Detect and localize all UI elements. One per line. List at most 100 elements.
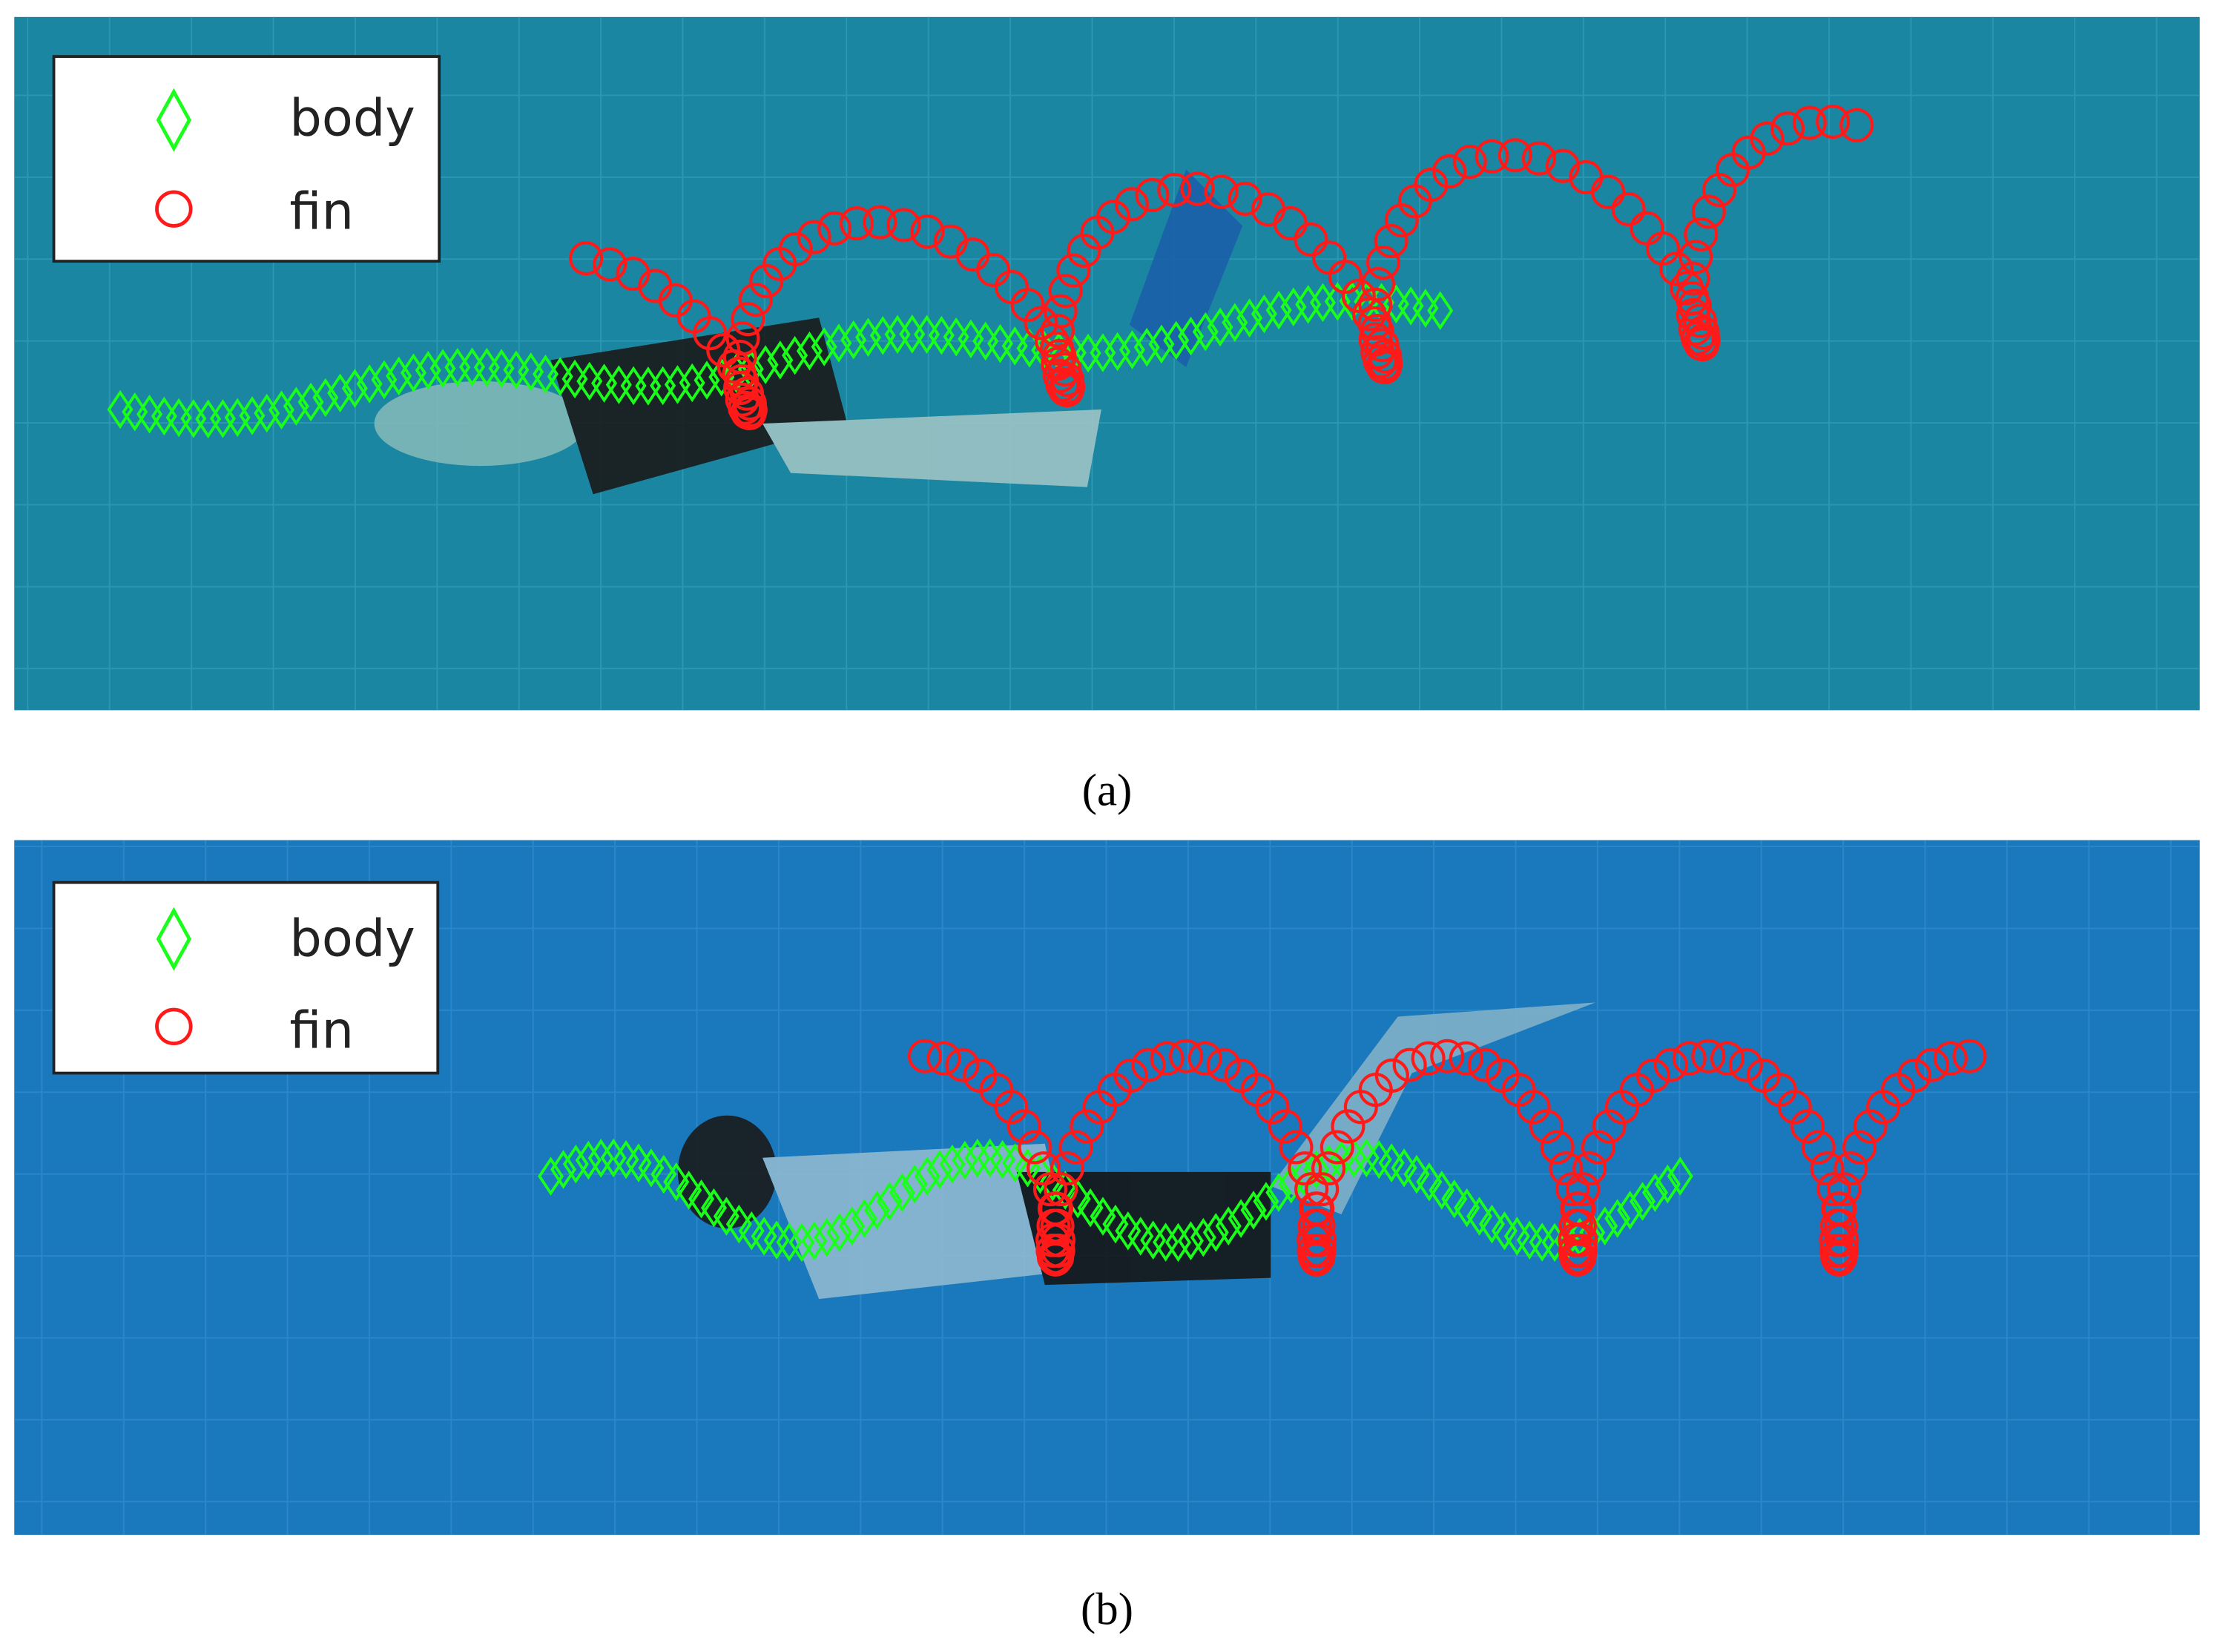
body-marker (1090, 1197, 1116, 1236)
fin-marker (1041, 346, 1075, 381)
fin-marker (1360, 335, 1395, 369)
fin-marker (1039, 331, 1075, 366)
body-marker (688, 1179, 715, 1219)
fin-marker (1150, 1041, 1185, 1076)
body-marker (587, 1139, 614, 1178)
fin-marker (1676, 297, 1710, 332)
fin-marker (1816, 1172, 1851, 1207)
fin-marker (1044, 1172, 1078, 1207)
body-marker (1102, 1204, 1129, 1244)
fin-marker (1043, 294, 1078, 329)
body-marker (638, 1148, 665, 1188)
body-marker (268, 390, 295, 430)
fin-marker (1341, 278, 1376, 313)
body-marker (1153, 1222, 1179, 1262)
body-marker (254, 393, 280, 433)
body-marker (1641, 1173, 1668, 1212)
fin-marker (749, 263, 784, 298)
fin-marker (1521, 141, 1556, 176)
body-marker (1251, 294, 1277, 334)
fin-marker (1555, 1172, 1590, 1207)
fin-marker (1010, 288, 1045, 323)
fin-marker (1449, 1041, 1483, 1076)
fin-marker (1635, 1058, 1671, 1093)
fin-marker (1467, 1047, 1502, 1082)
body-marker (811, 327, 837, 366)
body-marker (1654, 1164, 1681, 1204)
fin-marker (1566, 1172, 1601, 1207)
fin-marker (1914, 1047, 1949, 1082)
body-marker (1178, 316, 1205, 356)
fin-marker (1801, 1130, 1836, 1165)
body-marker (575, 1140, 602, 1180)
body-marker (1291, 1156, 1317, 1196)
fin-marker (1591, 174, 1626, 209)
body-marker (700, 1188, 728, 1228)
body-marker (327, 373, 354, 413)
fin-marker (1050, 1151, 1084, 1186)
body-marker (851, 1199, 878, 1238)
fin-marker (839, 206, 874, 241)
fin-marker (1032, 1172, 1067, 1207)
fin-marker (1516, 1090, 1551, 1125)
fin-marker (1529, 1109, 1564, 1144)
body-marker (538, 1156, 564, 1196)
fin-marker (725, 321, 760, 356)
body-marker (1177, 1221, 1204, 1260)
fin-marker (1728, 1047, 1763, 1082)
body-marker (663, 1162, 690, 1202)
fin-marker (1036, 1208, 1071, 1243)
fin-marker (1710, 1041, 1744, 1076)
body-marker (1604, 1199, 1631, 1238)
body-marker (1118, 330, 1145, 369)
body-marker (1202, 1213, 1229, 1252)
body-marker (1416, 1162, 1443, 1202)
fin-marker (1411, 1041, 1446, 1076)
fin-marker (1540, 1130, 1575, 1165)
fin-marker (1952, 1039, 1987, 1073)
body-marker (1280, 287, 1307, 327)
body-marker (840, 320, 867, 360)
fin-marker (1750, 121, 1785, 156)
body-marker (776, 1222, 803, 1262)
fin-marker (1853, 1109, 1888, 1144)
legend-marker-body (156, 88, 191, 152)
fin-marker (1675, 280, 1710, 316)
body-marker (752, 345, 779, 384)
body-marker (1429, 1171, 1455, 1210)
fin-marker (1414, 168, 1449, 203)
body-marker (801, 1221, 828, 1260)
body-marker (1592, 1206, 1618, 1246)
fin-marker (1452, 145, 1487, 180)
body-marker (814, 1217, 840, 1257)
fin-marker (1770, 111, 1805, 146)
fin-marker (1561, 1191, 1596, 1226)
body-marker (1207, 307, 1233, 347)
fin-marker (1187, 1041, 1222, 1076)
body-marker (1165, 1222, 1192, 1263)
fin-marker (1040, 313, 1075, 348)
trajectories (538, 1039, 1987, 1277)
fin-marker (863, 205, 897, 240)
fin-marker (1384, 203, 1419, 238)
fin-marker (1790, 1109, 1825, 1144)
body-marker (1667, 1156, 1693, 1196)
fin-marker (1300, 1191, 1335, 1226)
fin-marker (731, 302, 765, 337)
body-marker (1529, 1222, 1555, 1262)
body-marker (876, 1182, 903, 1221)
fin-marker (1070, 1109, 1104, 1144)
fin-marker (1206, 1047, 1241, 1082)
body-marker (1253, 1182, 1279, 1221)
fin-marker (797, 220, 831, 254)
fin-marker (1365, 349, 1400, 384)
body-marker (839, 1206, 866, 1246)
body-marker (1265, 1173, 1292, 1212)
fin-marker (1392, 1047, 1427, 1082)
fin-marker (1691, 1039, 1726, 1073)
legend-box (52, 55, 441, 263)
body-marker (939, 1145, 966, 1184)
body-marker (1403, 1154, 1430, 1194)
fin-marker (1672, 1041, 1707, 1076)
legend-label: fin (289, 1001, 354, 1060)
